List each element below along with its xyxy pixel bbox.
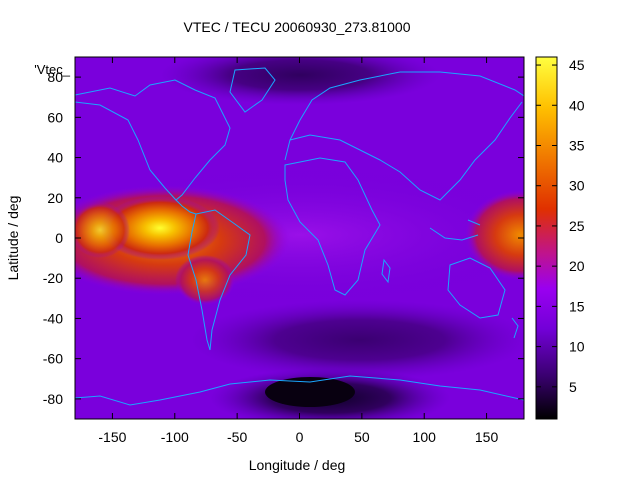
heatmap-area — [75, 57, 524, 419]
y-tick-label: 40 — [47, 150, 63, 166]
y-tick-label: 20 — [47, 190, 63, 206]
coastline-africa — [284, 157, 381, 296]
coastline-australia — [447, 257, 506, 319]
heat-blob-west-pacific-warm — [465, 190, 524, 280]
y-tick-label: -80 — [43, 391, 63, 407]
coastline-new-zealand — [511, 317, 519, 339]
coastline-indonesia — [429, 219, 481, 241]
colorbar-tick-label: 45 — [569, 57, 585, 73]
colorbar-tick-label: 40 — [569, 97, 585, 113]
coastline-europe-asia — [284, 71, 524, 201]
y-axis-label: Latitude / deg — [5, 196, 21, 281]
colorbar-tick-label: 35 — [569, 137, 585, 153]
y-tick-label: 0 — [55, 230, 63, 246]
chart-title: VTEC / TECU 20060930_273.81000 — [183, 19, 410, 35]
colorbar-tick-label: 10 — [569, 339, 585, 355]
y-tick-label: -20 — [43, 270, 63, 286]
x-axis-label: Longitude / deg — [249, 457, 346, 473]
coastlines — [75, 67, 524, 406]
heat-blob-dark-south — [190, 300, 524, 380]
x-tick-label: 150 — [475, 429, 499, 445]
x-tick-label: 50 — [354, 429, 370, 445]
colorbar-tick-label: 5 — [569, 379, 577, 395]
colorbar-tick-label: 25 — [569, 218, 585, 234]
coastline-south-america — [187, 209, 251, 351]
colorbar — [535, 56, 558, 420]
heat-blob-andes-warm — [175, 255, 235, 305]
colorbar-tick-label: 20 — [569, 258, 585, 274]
coastline-madagascar — [381, 258, 391, 284]
y-tick-label: -60 — [43, 351, 63, 367]
heat-blob-antarctic-core — [265, 377, 355, 407]
x-tick-label: 0 — [296, 429, 304, 445]
y-tick-label: -40 — [43, 310, 63, 326]
heat-blob-crest-left — [75, 202, 130, 258]
colorbar-tick-label: 30 — [569, 178, 585, 194]
x-tick-label: -50 — [227, 429, 247, 445]
x-axis-ticks: -150 -100 -50 0 50 100 150 — [98, 57, 498, 445]
y-axis-ticks: -80 -60 -40 -20 0 20 40 60 80 — [43, 69, 524, 407]
coastline-central-america — [175, 199, 197, 215]
coastline-greenland — [229, 67, 276, 113]
y-tick-label: 80 — [47, 69, 63, 85]
legend-label: 'Vtec_ — [34, 62, 70, 77]
colorbar-ticks: 5 10 15 20 25 30 35 40 45 — [536, 57, 585, 395]
coastline-north-america — [75, 79, 231, 201]
x-tick-label: -100 — [161, 429, 189, 445]
y-tick-label: 60 — [47, 109, 63, 125]
x-tick-label: -150 — [98, 429, 126, 445]
heat-blob-dark-north — [160, 57, 440, 105]
colorbar-tick-label: 15 — [569, 298, 585, 314]
coastline-antarctica — [75, 375, 524, 406]
x-tick-label: 100 — [413, 429, 437, 445]
